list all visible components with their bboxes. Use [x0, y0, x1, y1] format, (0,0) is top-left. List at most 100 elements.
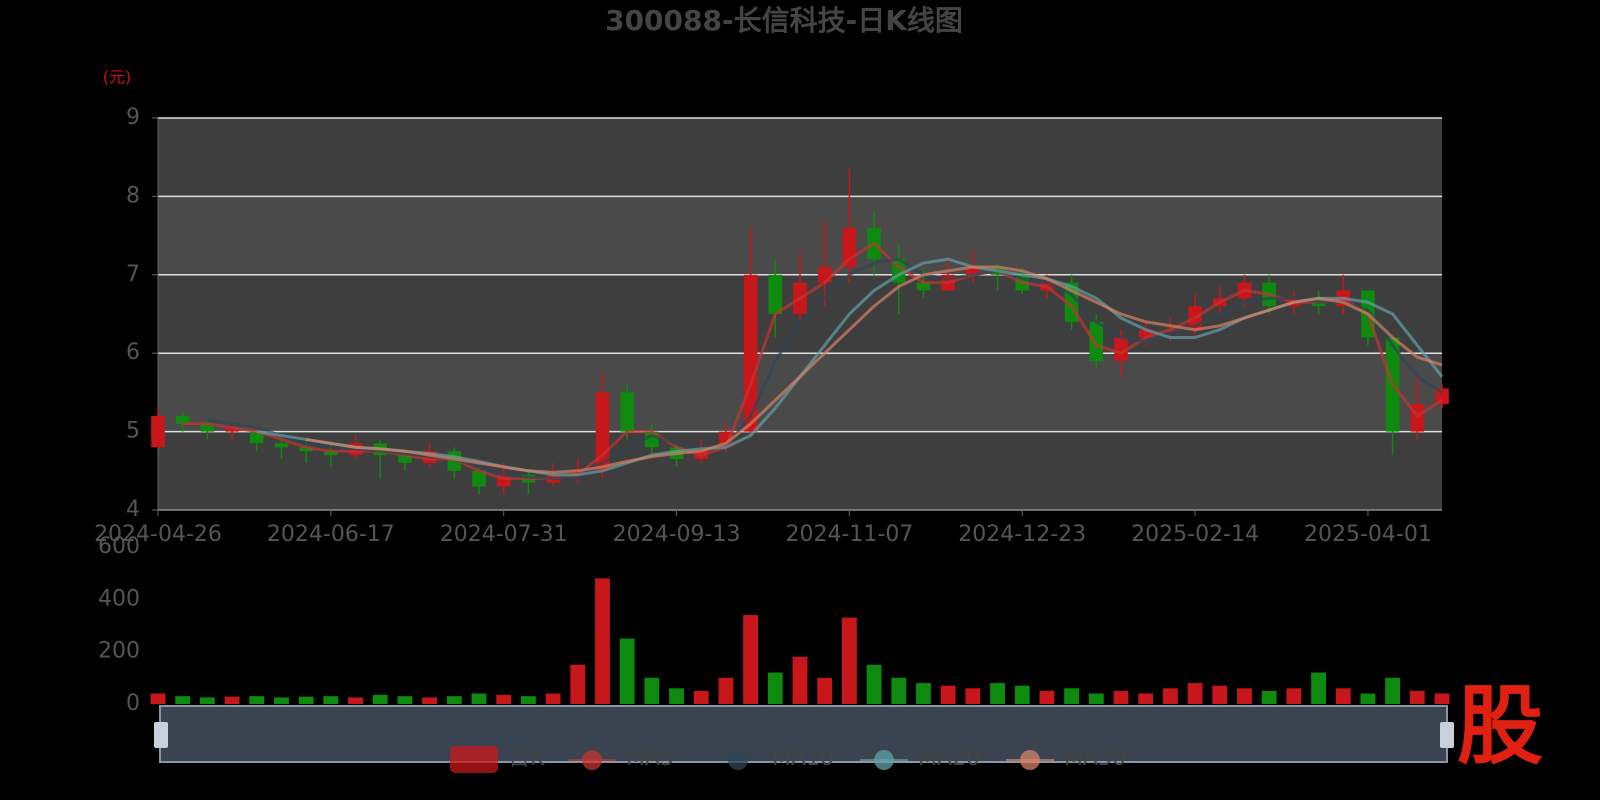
volume-bar [693, 690, 709, 704]
volume-bar [743, 615, 759, 704]
y-tick-label: 6 [126, 340, 140, 365]
data-zoom[interactable] [154, 705, 1454, 763]
volume-bar [1335, 688, 1351, 704]
volume-bar [1434, 693, 1450, 704]
volume-tick-label: 600 [98, 534, 140, 559]
y-tick-label: 7 [126, 262, 140, 287]
candle-body [620, 392, 634, 432]
zoom-window[interactable] [159, 705, 1448, 763]
volume-bar [767, 672, 783, 704]
volume-bar [644, 677, 660, 704]
y-tick-label: 5 [126, 419, 140, 444]
candle-body [398, 455, 412, 463]
volume-bar [1113, 690, 1129, 704]
candle-body [151, 415, 165, 448]
candle-body [768, 274, 783, 314]
candle-body [274, 443, 289, 448]
chart-title: 300088-长信科技-日K线图 [605, 4, 963, 37]
legend-label: MA5 [626, 746, 674, 771]
volume-bar [298, 696, 314, 704]
volume-bar [249, 696, 265, 704]
volume-bar [619, 638, 635, 704]
ma-line [207, 257, 1443, 481]
x-tick-label: 2024-09-13 [613, 522, 741, 547]
volume-bar [866, 664, 882, 704]
zoom-handle[interactable] [154, 722, 168, 748]
x-tick-label: 2024-07-31 [440, 522, 568, 547]
candle-body [175, 415, 190, 424]
volume-bar [199, 697, 215, 704]
x-tick-label: 2024-04-26 [94, 522, 222, 547]
volume-bar [669, 688, 684, 704]
legend-label: MA10 [772, 746, 834, 771]
volume-bar [1261, 690, 1277, 704]
legend-label: MA30 [1064, 746, 1126, 771]
volume-bar [595, 578, 610, 704]
y-tick-label: 4 [126, 497, 140, 522]
candle-body [817, 266, 832, 283]
candle-body [299, 447, 313, 452]
volume-bar [150, 693, 166, 704]
volume-bar [990, 683, 1005, 704]
volume-bar [1138, 693, 1154, 704]
volume-bar [224, 696, 240, 704]
volume-bar [1237, 688, 1252, 704]
volume-bar [718, 677, 734, 704]
volume-tick-label: 400 [98, 586, 140, 611]
zoom-handle[interactable] [1440, 722, 1454, 748]
y-tick-label: 8 [126, 183, 140, 208]
volume-bar [1409, 690, 1425, 704]
y-tick-label: 9 [126, 105, 140, 130]
volume-bar [1162, 688, 1178, 704]
volume-bar [471, 693, 487, 704]
x-tick-label: 2024-12-23 [958, 522, 1086, 547]
volume-bar [397, 696, 413, 704]
volume-bar [1360, 693, 1376, 704]
volume-bar [520, 696, 536, 704]
plot-band [158, 353, 1442, 432]
volume-bar [965, 688, 981, 704]
legend-marker [1020, 750, 1040, 770]
legend: 日K MA5 MA10 MA20 MA30 [450, 746, 1126, 773]
volume-tick-label: 0 [126, 691, 140, 716]
volume-bar [1039, 690, 1055, 704]
x-tick-label: 2024-11-07 [785, 522, 913, 547]
x-tick-label: 2025-04-01 [1304, 522, 1432, 547]
candle-body [324, 451, 338, 456]
watermark: 股 [1457, 676, 1543, 776]
volume-bar [891, 677, 907, 704]
legend-label: 日K [508, 746, 545, 771]
legend-swatch [450, 746, 498, 773]
volume-bar [570, 664, 586, 704]
candle-body [570, 470, 585, 475]
volume-bar [1311, 672, 1326, 704]
volume-bar [446, 696, 462, 704]
volume-plot: 0 200 400 600 [98, 534, 1450, 716]
legend-label: MA20 [918, 746, 980, 771]
plot-band [158, 431, 1442, 510]
volume-bar [1187, 683, 1203, 704]
candle-body [496, 474, 511, 487]
volume-bar [1088, 693, 1104, 704]
y-unit: (元) [103, 68, 132, 87]
candle-body [966, 266, 980, 275]
candle-body [472, 470, 486, 487]
candle-body [1435, 388, 1449, 405]
candle-body [249, 431, 264, 444]
x-tick-label: 2025-02-14 [1131, 522, 1259, 547]
volume-bar [274, 697, 289, 704]
candle-body [1114, 337, 1128, 362]
volume-bar [916, 683, 931, 704]
plot-band [158, 118, 1442, 197]
candle-body [1089, 321, 1104, 362]
legend-marker [728, 750, 748, 770]
volume-bar [175, 696, 191, 704]
candle-body [200, 423, 215, 432]
legend-marker [582, 750, 602, 770]
volume-bar [372, 694, 388, 704]
volume-bar [1014, 685, 1030, 704]
volume-bar [1064, 688, 1080, 704]
candle-body [916, 282, 931, 291]
volume-bar [496, 694, 512, 704]
